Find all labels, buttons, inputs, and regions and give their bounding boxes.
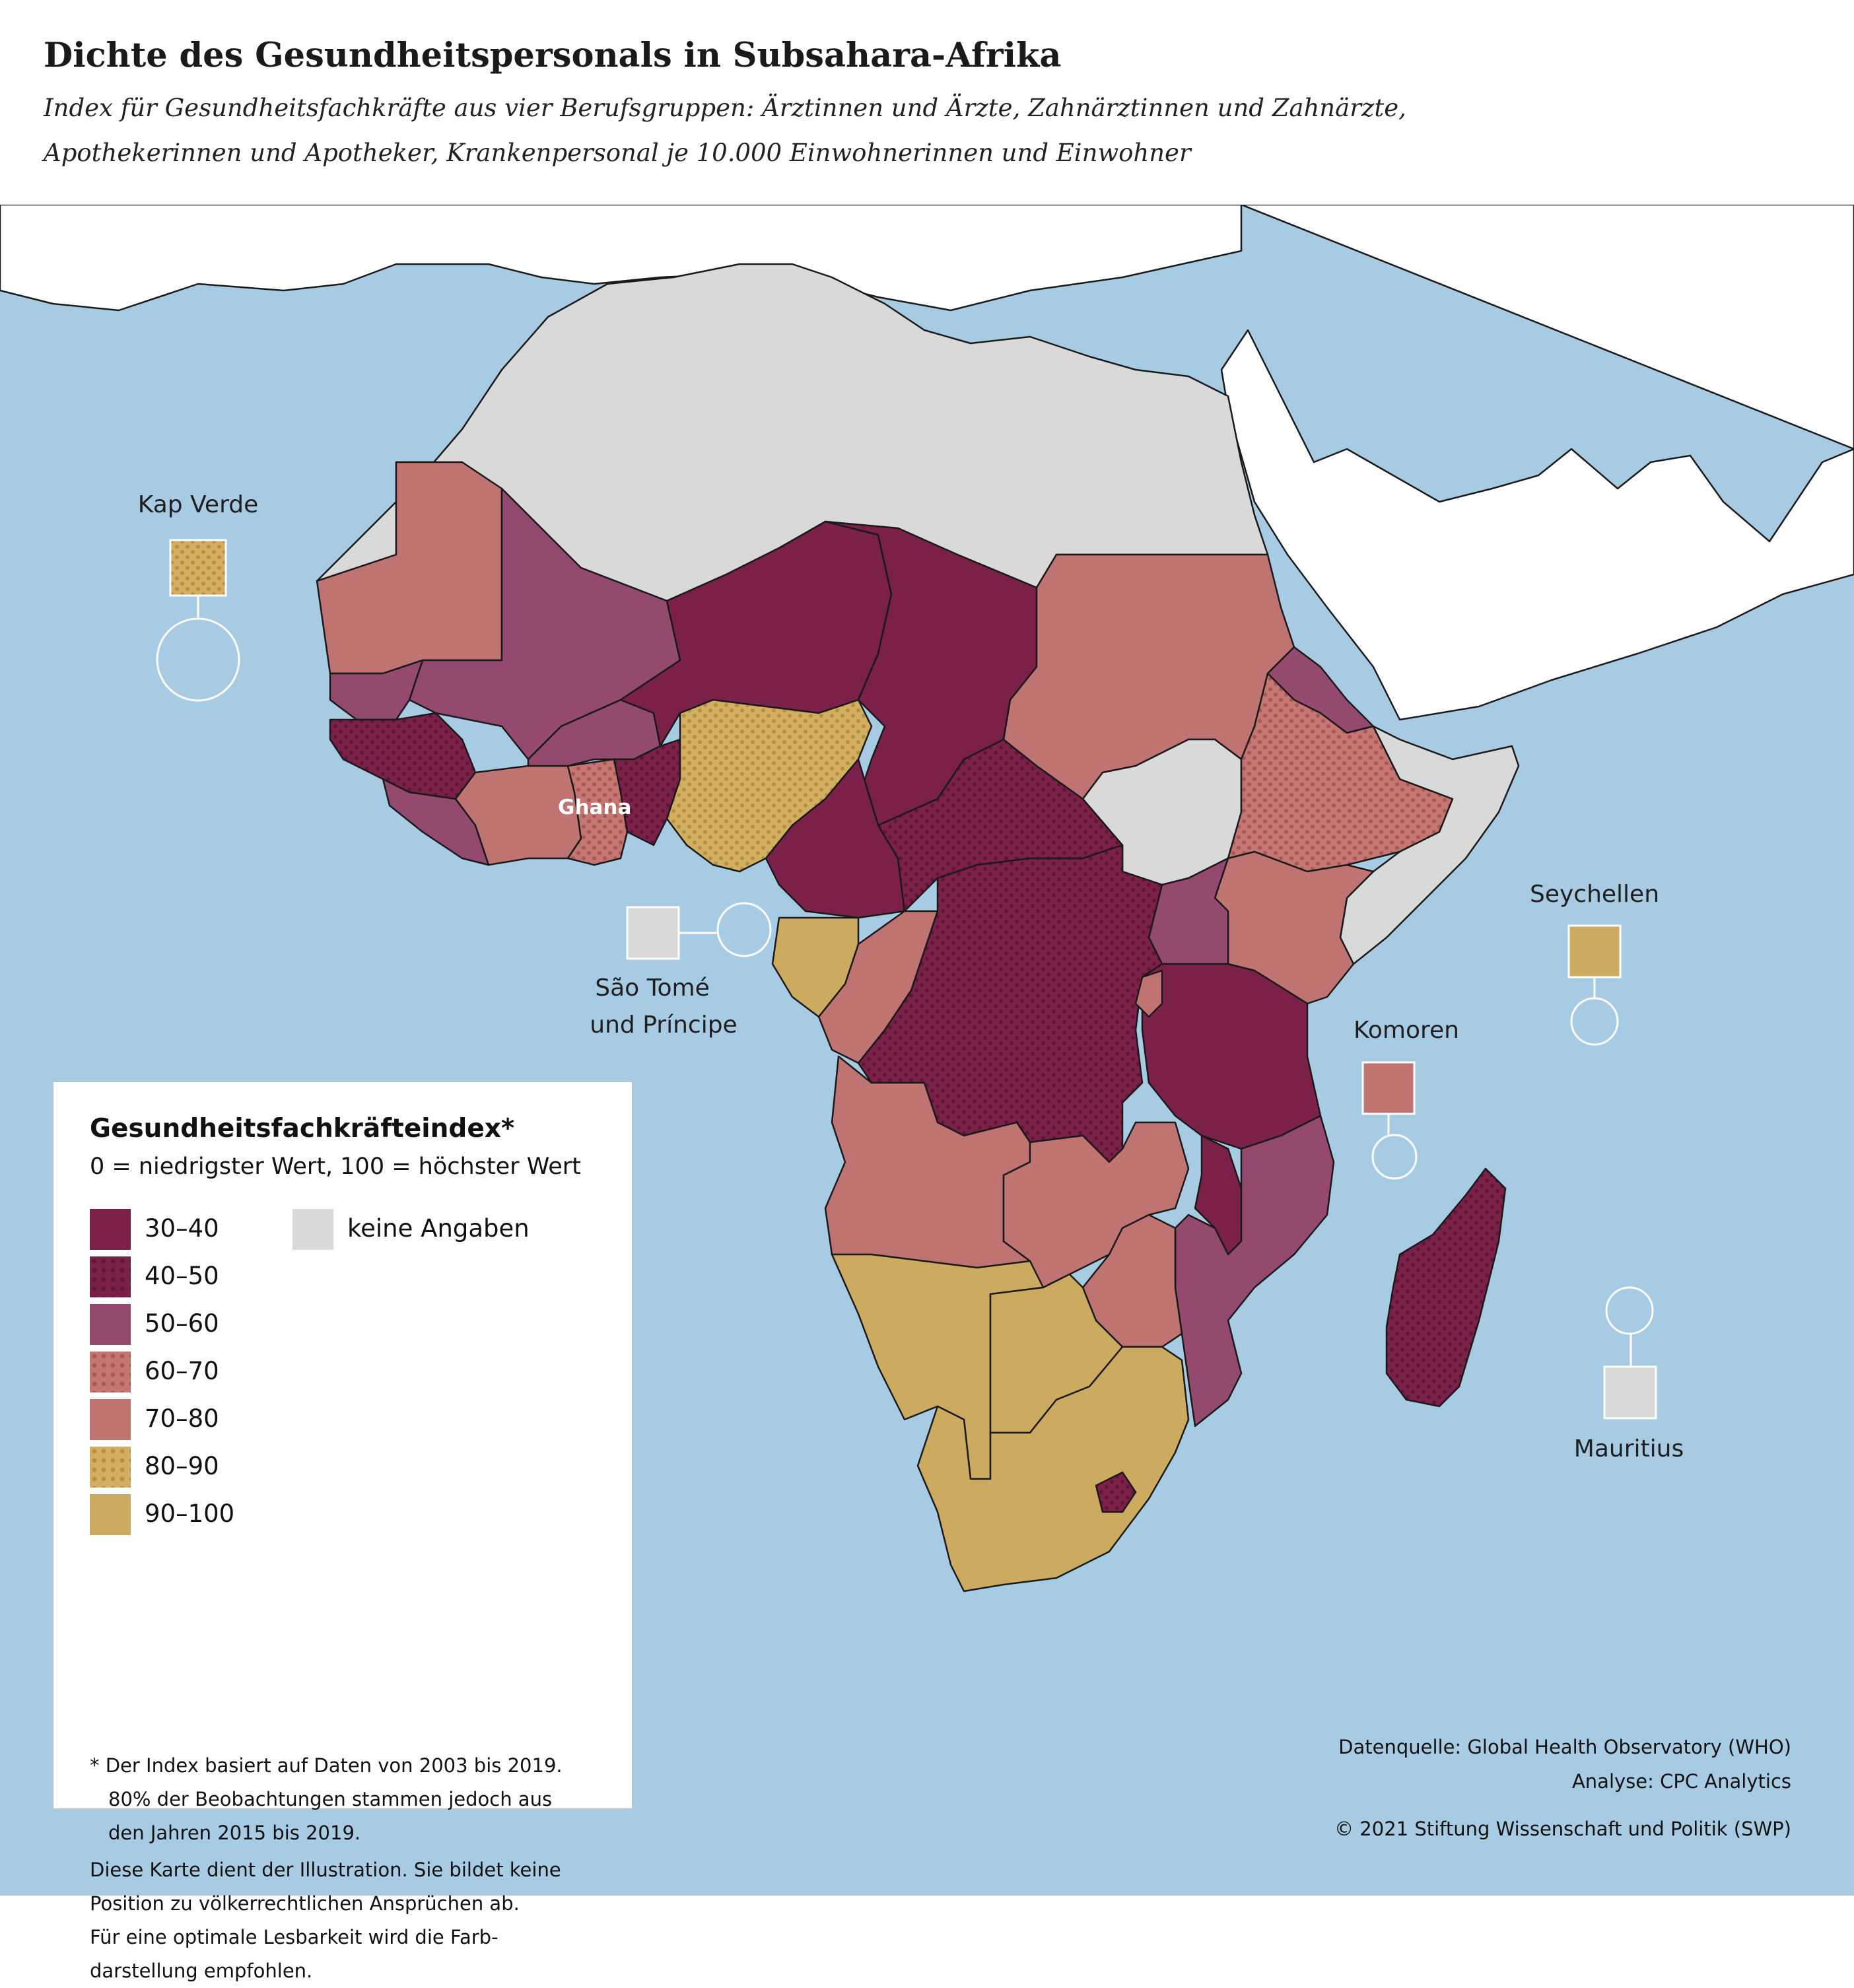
country-madagascar [1385,1167,1507,1408]
komoren-circle [1371,1134,1418,1180]
label-sao-tome-line-1: São Tomé [595,975,710,1002]
legend-swatch-70-80 [90,1399,131,1440]
legend-item: 30–40 [90,1209,341,1250]
legend-swatch-50-60 [90,1304,131,1345]
country-mozambique [1174,1114,1335,1427]
komoren-box [1361,1061,1416,1115]
legend-swatch-30-40 [90,1209,131,1250]
footnote-line: 80% der Beobachtungen stammen jedoch aus [108,1788,553,1810]
arabian-peninsula [1220,205,1854,721]
legend-label: 60–70 [145,1357,219,1385]
country-senegal [329,659,424,721]
seychellen-circle [1570,997,1619,1046]
header: Dichte des Gesundheitspersonals in Subsa… [0,0,1854,205]
credits: Datenquelle: Global Health Observatory (… [1334,1730,1791,1846]
legend-swatch-no-data [292,1209,333,1250]
europe-landmass [0,205,1243,312]
sao-tome-box [626,906,680,960]
legend-footnote: * Der Index basiert auf Daten von 2003 b… [90,1749,563,1850]
country-gabon [771,916,860,1018]
legend-item: 70–80 [90,1399,341,1440]
map-title: Dichte des Gesundheitspersonals in Subsa… [44,36,1062,75]
credit-analysis: Analyse: CPC Analytics [1571,1770,1791,1793]
kap-verde-box [169,539,227,597]
legend-item: 80–90 [90,1447,341,1488]
legend-label: 50–60 [145,1309,219,1338]
disclaimer-line: Diese Karte dient der Illustration. Sie … [90,1859,561,1881]
footnote-line: den Jahren 2015 bis 2019. [108,1822,361,1844]
legend-label: 40–50 [145,1262,219,1290]
country-rwanda-burundi [1134,969,1163,1018]
legend-label: 30–40 [145,1214,219,1243]
legend-swatch-90-100 [90,1494,131,1535]
legend-subtitle: 0 = niedrigster Wert, 100 = höchster Wer… [90,1153,581,1180]
map-subtitle-line-2: Apothekerinnen und Apotheker, Krankenper… [44,139,1191,167]
legend: Gesundheitsfachkräfteindex* 0 = niedrigs… [53,1081,633,1982]
legend-label: 90–100 [145,1499,235,1528]
label-mauritius: Mauritius [1573,1435,1684,1462]
legend-disclaimer: Diese Karte dient der Illustration. Sie … [90,1853,561,1988]
seychellen-box [1567,924,1622,978]
mauritius-box [1603,1365,1657,1420]
legend-swatch-60-70 [90,1352,131,1392]
label-kap-verde: Kap Verde [137,491,259,518]
legend-label-no-data: keine Angaben [347,1214,530,1243]
legend-swatch-80-90 [90,1447,131,1488]
legend-item: 50–60 [90,1304,341,1345]
credit-source: Datenquelle: Global Health Observatory (… [1338,1736,1791,1758]
legend-item: 90–100 [90,1494,341,1535]
legend-label: 80–90 [145,1452,219,1480]
footnote-line: * Der Index basiert auf Daten von 2003 b… [90,1754,563,1777]
disclaimer-line: darstellung empfohlen. [90,1960,313,1982]
legend-item: 60–70 [90,1352,341,1392]
credit-copyright: © 2021 Stiftung Wissenschaft und Politik… [1334,1818,1791,1840]
label-seychellen: Seychellen [1529,881,1660,908]
map-subtitle-line-1: Index für Gesundheitsfachkräfte aus vier… [44,94,1406,122]
label-sao-tome-line-2: und Príncipe [590,1011,738,1039]
legend-item: 40–50 [90,1256,341,1297]
legend-label: 70–80 [145,1404,219,1433]
island-callouts [156,539,1657,1420]
kap-verde-circle [156,617,240,702]
legend-item-no-data: keine Angaben [292,1209,543,1250]
label-komoren: Komoren [1354,1017,1459,1044]
mauritius-circle [1605,1286,1654,1335]
legend-swatch-40-50 [90,1256,131,1297]
disclaimer-line: Position zu völkerrechtlichen Ansprüchen… [90,1892,520,1915]
country-lesotho [1095,1471,1137,1513]
disclaimer-line: Für eine optimale Lesbarkeit wird die Fa… [90,1926,498,1948]
legend-title: Gesundheitsfachkräfteindex* [90,1114,515,1144]
country-south-africa [916,1346,1190,1593]
sao-tome-circle [716,902,772,957]
label-ghana: Ghana [558,796,632,819]
